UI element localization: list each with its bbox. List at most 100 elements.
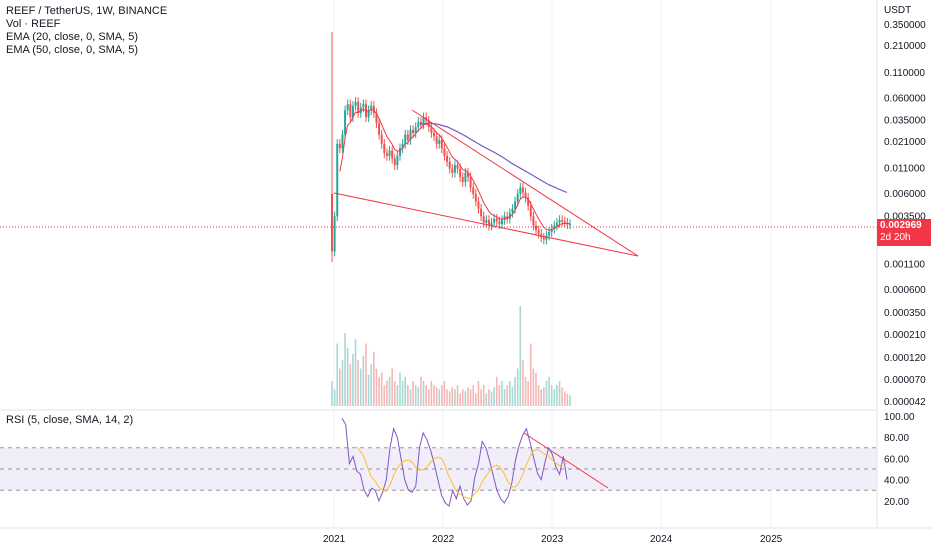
volume-bar (535, 372, 537, 406)
candle-body (555, 222, 558, 226)
candle-body (498, 221, 501, 225)
rsi-line (341, 417, 568, 508)
price-tick-label: 0.110000 (884, 68, 925, 79)
candle-body (414, 127, 417, 133)
candle-body (393, 158, 396, 166)
candle-body (558, 220, 561, 223)
price-tick-label: 0.006000 (884, 189, 926, 200)
legend-ema50[interactable]: EMA (50, close, 0, SMA, 5) (6, 44, 139, 56)
volume-bar (537, 385, 540, 406)
time-axis[interactable]: 2021 2022 2023 2024 2025 (323, 534, 783, 545)
candle-body (346, 104, 349, 111)
candle-body (378, 123, 381, 135)
volume-bar (412, 381, 414, 406)
current-price-badge: 0.002969 2d 20h (877, 219, 931, 246)
candle-body (435, 136, 438, 144)
volume-bar (370, 364, 373, 406)
candle-body (453, 165, 456, 173)
candle-body (362, 104, 365, 108)
volume-bar (375, 368, 378, 406)
volume-bar (417, 387, 420, 406)
volume-bar (367, 374, 370, 406)
candle-body (391, 150, 394, 159)
upper-trendline (411, 109, 639, 257)
volume-bar (407, 385, 409, 406)
current-price-value: 0.002969 (880, 220, 922, 231)
volume-bar (553, 389, 556, 406)
volume-bar (409, 389, 412, 406)
candle-body (341, 134, 344, 149)
candle-body (527, 197, 530, 206)
volume-bar (331, 381, 333, 406)
candle-body (383, 143, 386, 154)
rsi-tick-label: 60.00 (884, 454, 909, 465)
price-tick-label: 0.210000 (884, 41, 926, 52)
volume-bar (495, 376, 498, 406)
candle-body (516, 193, 519, 202)
volume-bar (532, 368, 535, 406)
volume-bar (480, 389, 482, 406)
rsi-trendline (523, 432, 609, 489)
volume-bar (362, 356, 365, 406)
candle-body (446, 155, 449, 162)
volume-bars (331, 306, 571, 406)
volume-bar (359, 368, 362, 406)
volume-bar (503, 389, 506, 406)
candle-body (448, 161, 451, 169)
time-tick-label: 2023 (541, 534, 564, 545)
candle-body (456, 165, 459, 169)
candle-body (548, 231, 551, 236)
volume-tick-label: 0.000350 (884, 308, 926, 319)
volume-bar (482, 385, 485, 406)
volume-bar (566, 393, 569, 406)
price-tick-label: 0.350000 (884, 20, 926, 31)
volume-bar (349, 364, 352, 406)
candle-body (422, 117, 425, 125)
volume-bar (441, 385, 443, 406)
candle-body (464, 172, 467, 182)
volume-bar (485, 393, 488, 406)
candle-body (506, 216, 509, 219)
candle-body (412, 129, 415, 133)
candle-body (553, 225, 556, 229)
candle-body (409, 129, 412, 140)
volume-bar (344, 333, 346, 406)
price-axis[interactable]: USDT 0.350000 0.210000 0.110000 0.060000 0.0… (884, 5, 926, 270)
volume-bar (386, 381, 388, 406)
volume-bar (378, 376, 380, 406)
candle-body (406, 134, 409, 140)
volume-bar (514, 376, 516, 406)
candle-body (357, 101, 360, 114)
candle-body (563, 221, 566, 223)
volume-bar (545, 381, 548, 406)
candle-body (459, 168, 462, 178)
price-tick-label: 0.011000 (884, 164, 925, 175)
candle-body (396, 155, 399, 166)
legend-ema20[interactable]: EMA (20, close, 0, SMA, 5) (6, 31, 139, 43)
candle-body (430, 127, 433, 133)
volume-tick-label: 0.000070 (884, 375, 926, 386)
volume-bar (558, 381, 561, 406)
candle-body (467, 172, 469, 178)
volume-bar (569, 395, 571, 406)
legend-volume[interactable]: Vol · REEF (6, 18, 61, 30)
candle-body (521, 187, 524, 193)
volume-bar (448, 391, 451, 406)
candle-body (474, 193, 477, 202)
candle-body (331, 193, 333, 252)
volume-tick-label: 0.000042 (884, 397, 926, 408)
candle-body (433, 132, 435, 137)
legend-title[interactable]: REEF / TetherUS, 1W, BINANCE (6, 5, 168, 17)
candle-body (519, 187, 522, 194)
legend-rsi[interactable]: RSI (5, close, SMA, 14, 2) (6, 414, 134, 426)
candle-body (354, 101, 357, 106)
volume-bar (451, 387, 454, 406)
candle-body (542, 237, 545, 240)
volume-bar (399, 372, 401, 406)
candle-body (443, 148, 446, 156)
candle-body (427, 120, 430, 128)
volume-bar (373, 351, 375, 406)
bar-countdown: 2d 20h (880, 232, 911, 243)
candle-body (351, 105, 354, 118)
